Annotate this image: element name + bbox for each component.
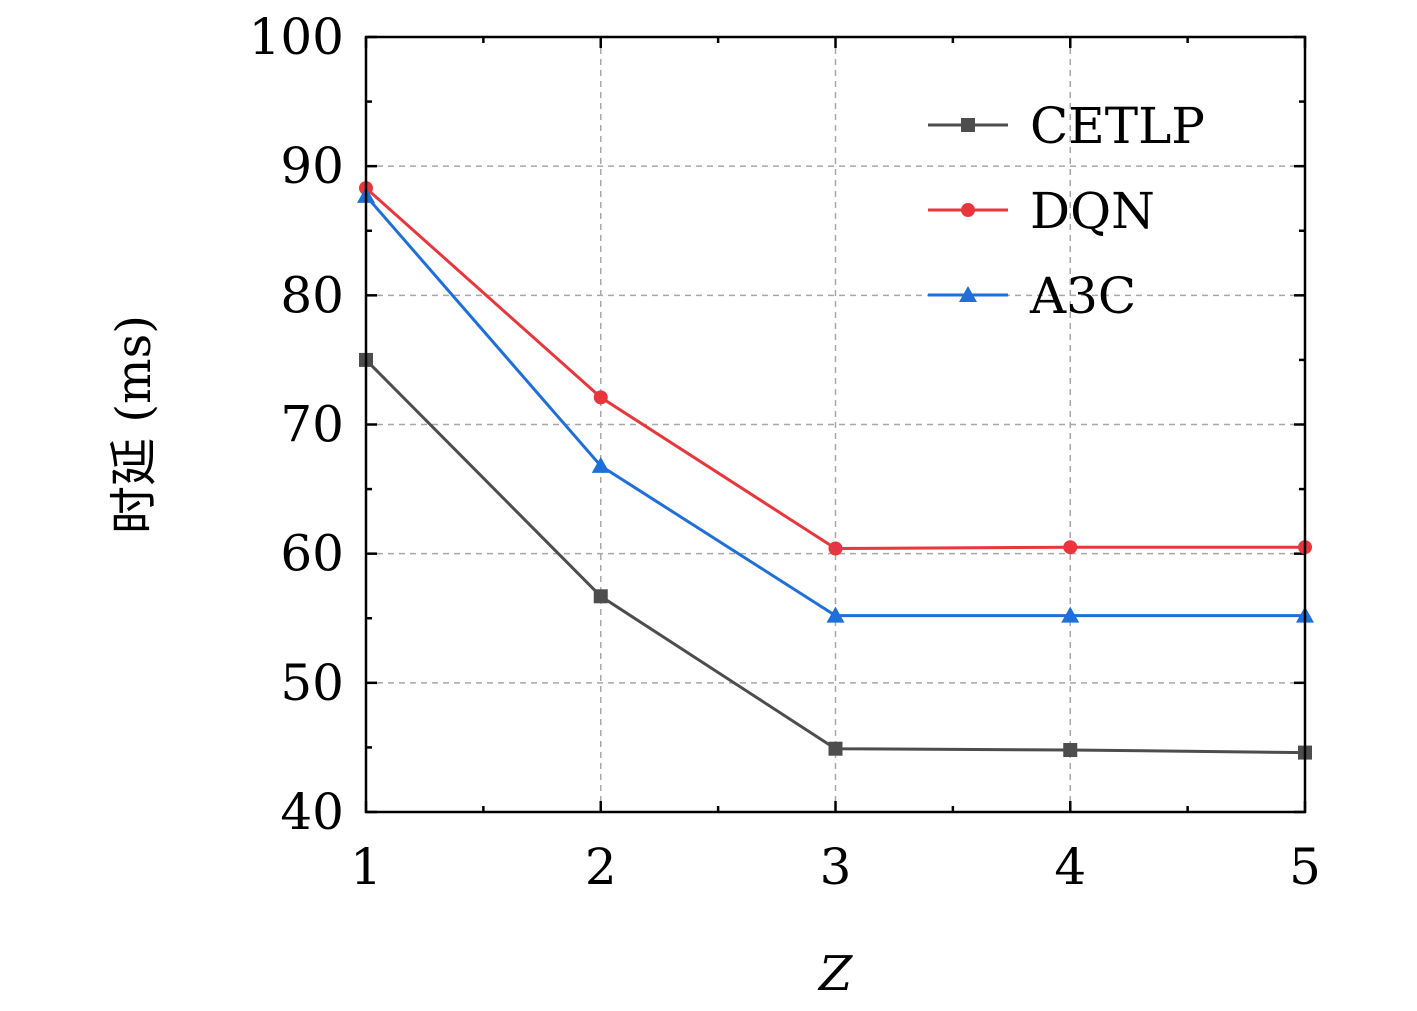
series-dqn bbox=[359, 181, 1312, 556]
data-point bbox=[593, 390, 608, 405]
plot-frame bbox=[364, 35, 1307, 814]
data-point bbox=[1061, 606, 1080, 623]
x-axis-label: Z bbox=[817, 946, 854, 1002]
data-point bbox=[826, 606, 845, 623]
y-tick-label: 70 bbox=[280, 396, 344, 454]
y-tick-label: 50 bbox=[280, 654, 344, 712]
data-point bbox=[591, 456, 610, 473]
data-point bbox=[828, 541, 843, 556]
x-tick-label: 3 bbox=[820, 838, 852, 896]
x-tick-label: 2 bbox=[585, 838, 617, 896]
series-layer bbox=[357, 181, 1314, 760]
y-tick-label: 60 bbox=[280, 525, 344, 583]
legend-label: DQN bbox=[1030, 182, 1155, 240]
y-tick-label: 90 bbox=[280, 137, 344, 195]
x-tick-label: 4 bbox=[1054, 838, 1086, 896]
data-point bbox=[828, 741, 843, 756]
legend-label: CETLP bbox=[1030, 97, 1205, 155]
legend-item: A3C bbox=[928, 267, 1136, 325]
y-tick-labels: 40 50 60 70 80 90 100 bbox=[249, 8, 344, 841]
x-tick-labels: 1 2 3 4 5 bbox=[350, 838, 1321, 896]
data-point bbox=[593, 589, 608, 604]
y-axis-label: 时延 (ms) bbox=[106, 315, 162, 534]
legend-item: DQN bbox=[928, 182, 1155, 240]
x-tick-label: 1 bbox=[350, 838, 382, 896]
legend: CETLP DQN A3C bbox=[928, 97, 1205, 325]
legend-marker bbox=[959, 286, 977, 302]
legend-marker bbox=[961, 118, 975, 132]
y-tick-label: 80 bbox=[280, 266, 344, 324]
legend-item: CETLP bbox=[928, 97, 1205, 155]
grid-lines bbox=[366, 37, 1305, 812]
data-point bbox=[1063, 540, 1078, 555]
x-tick-label: 5 bbox=[1289, 838, 1321, 896]
data-point bbox=[1063, 743, 1078, 757]
legend-label: A3C bbox=[1029, 267, 1136, 325]
y-tick-label: 100 bbox=[249, 8, 344, 66]
y-tick-label: 40 bbox=[280, 783, 344, 841]
legend-marker bbox=[961, 203, 975, 217]
